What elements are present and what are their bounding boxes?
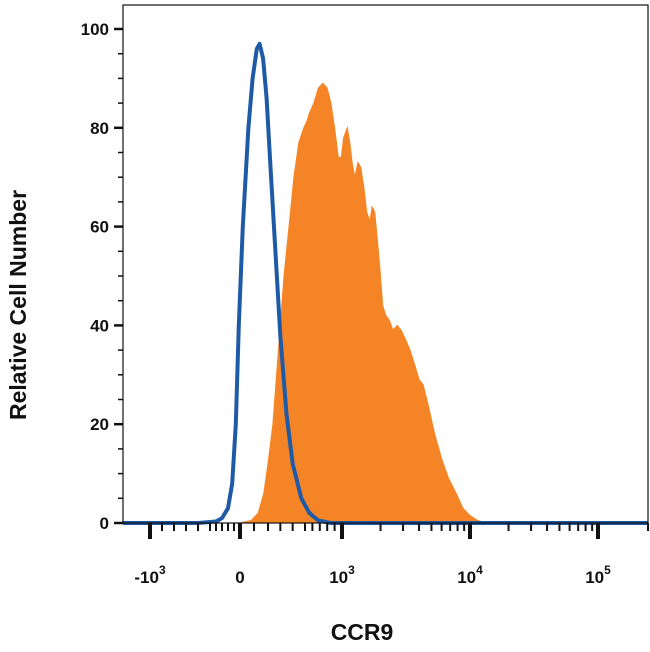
y-tick-label: 20 <box>90 415 109 434</box>
series-outline-1 <box>123 41 648 525</box>
y-tick-label: 80 <box>90 119 109 138</box>
y-tick-label: 40 <box>90 316 109 335</box>
x-tick-label: -103 <box>134 563 166 587</box>
series-filled-0 <box>123 82 648 524</box>
y-tick-label: 100 <box>81 20 109 39</box>
plot-border <box>122 4 649 524</box>
x-tick-label: 103 <box>329 563 355 587</box>
x-axis: -103 0 103 104 105 <box>134 523 649 587</box>
x-tick-label: 104 <box>457 563 483 587</box>
x-tick-label: 0 <box>235 568 244 587</box>
y-tick-label: 0 <box>100 514 109 533</box>
y-axis-title: Relative Cell Number <box>5 190 31 420</box>
y-tick-label: 60 <box>90 218 109 237</box>
series-layer <box>123 41 648 525</box>
x-axis-title: CCR9 <box>331 619 394 645</box>
x-tick-label: 105 <box>585 563 611 587</box>
plot-frame <box>122 4 649 524</box>
y-axis: 0 20 40 60 80 100 <box>81 20 123 533</box>
